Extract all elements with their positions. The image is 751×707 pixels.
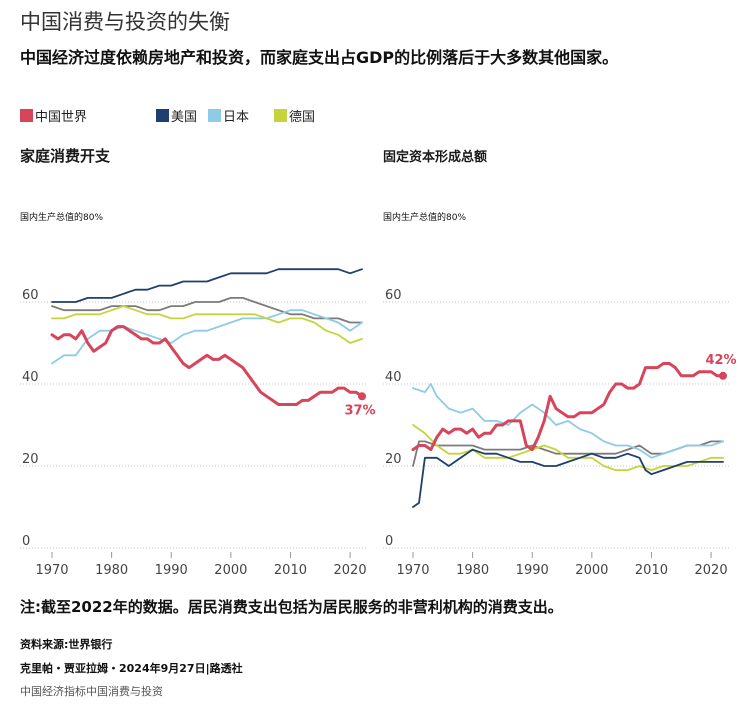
page-title: 中国消费与投资的失衡 [20, 10, 230, 34]
left-panel-title: 家庭消费开支 [20, 147, 111, 165]
legend-item-japan: 日本 [208, 106, 249, 125]
right-end-marker [719, 371, 727, 380]
left-end-label: 37% [344, 403, 375, 418]
left-x-tick-2010: 2010 [274, 563, 307, 578]
legend-swatch-germany [274, 109, 287, 122]
left-series-germany [51, 305, 363, 344]
byline: 克里帕・贾亚拉姆・2024年9月27日|路透社 [20, 662, 243, 675]
legend-swatch-china-world [20, 109, 33, 122]
left-y-tick-20: 20 [22, 452, 39, 467]
left-y-tick-60: 60 [22, 288, 39, 303]
left-x-tick-2020: 2020 [334, 563, 367, 578]
right-x-tick-1990: 1990 [516, 563, 549, 578]
source-line: 资料来源:世界银行 [20, 638, 113, 651]
right-x-tick-2000: 2000 [575, 563, 608, 578]
legend-label-germany: 德国 [289, 110, 316, 125]
right-x-tick-1970: 1970 [396, 563, 429, 578]
legend-label-china-world: 中国世界 [35, 110, 88, 125]
left-x-tick-1970: 1970 [35, 563, 68, 578]
left-series-germany-alt [51, 297, 363, 324]
legend-swatch-usa [156, 109, 169, 122]
right-axis-note: 国内生产总值的80% [383, 213, 467, 223]
chart-note: 注:截至2022年的数据。居民消费支出包括为居民服务的非营利机构的消费支出。 [20, 598, 563, 616]
page-subtitle: 中国经济过度依赖房地产和投资，而家庭支出占GDP的比例落后于大多数其他国家。 [20, 48, 619, 67]
left-y-tick-40: 40 [22, 370, 39, 385]
right-y-tick-40: 40 [385, 370, 402, 385]
footer-tags: 中国经济指标中国消费与投资 [20, 685, 163, 698]
right-series-japan [412, 383, 724, 459]
legend-item-china-world: 中国世界 [20, 106, 87, 125]
right-y-tick-20: 20 [385, 452, 402, 467]
right-series-germany [412, 424, 724, 471]
right-x-tick-2020: 2020 [695, 563, 728, 578]
right-panel-title: 固定资本形成总额 [383, 150, 488, 165]
left-y-tick-0: 0 [22, 534, 30, 549]
left-x-tick-1990: 1990 [155, 563, 188, 578]
right-x-tick-1980: 1980 [456, 563, 489, 578]
left-series-usa [51, 268, 363, 303]
left-x-tick-1980: 1980 [95, 563, 128, 578]
right-series-usa [412, 448, 724, 508]
legend-item-usa: 美国 [156, 106, 197, 125]
right-y-tick-0: 0 [385, 534, 393, 549]
legend-item-germany: 德国 [274, 106, 315, 125]
left-axis-note: 国内生产总值的80% [20, 213, 104, 223]
legend-swatch-japan [208, 109, 221, 122]
legend-label-japan: 日本 [223, 110, 250, 125]
right-end-label: 42% [705, 353, 736, 368]
left-end-marker [358, 392, 366, 401]
right-x-tick-2010: 2010 [635, 563, 668, 578]
right-series-china-world [411, 362, 725, 452]
legend-label-usa: 美国 [171, 110, 198, 125]
left-x-tick-2000: 2000 [214, 563, 247, 578]
left-series-china-world [50, 325, 364, 406]
left-series-japan [51, 309, 363, 365]
right-y-tick-60: 60 [385, 288, 402, 303]
